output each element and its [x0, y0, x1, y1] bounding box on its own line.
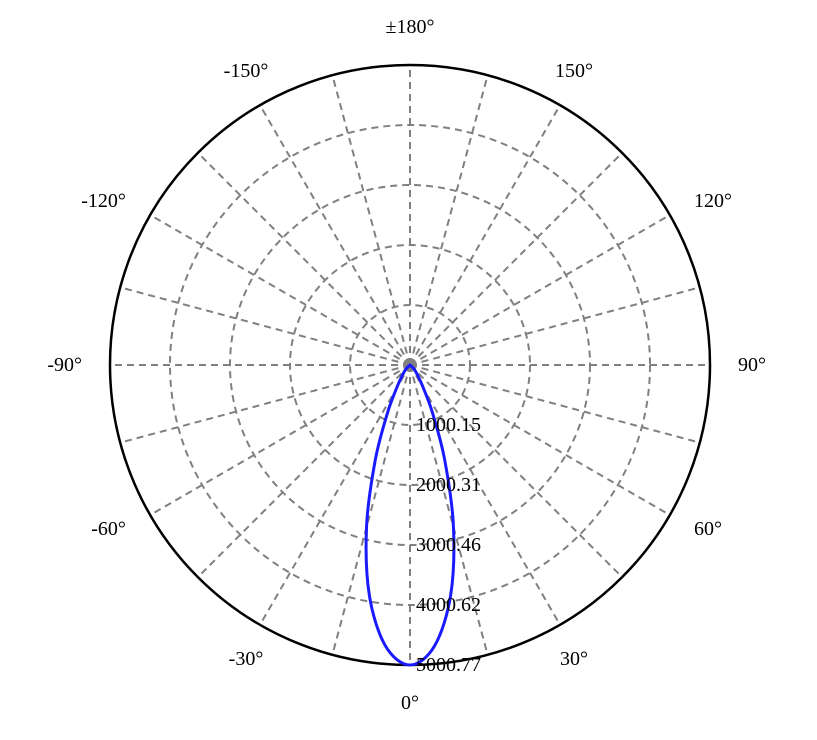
angle-label: 60° [694, 518, 722, 540]
angle-label: 0° [401, 692, 419, 714]
angle-label: 150° [555, 60, 593, 82]
polar-chart: 0° 30° 60° 90° 120° 150° ±180° -150° -120° -90° -6… [0, 0, 817, 740]
angle-label: -120° [81, 190, 126, 212]
radial-tick-label: 1000.15 [416, 414, 481, 436]
angle-label: 90° [738, 354, 766, 376]
radial-tick-label: 2000.31 [416, 474, 481, 496]
angle-label: -90° [47, 354, 82, 376]
angle-label: -30° [229, 648, 264, 670]
angle-label: 120° [694, 190, 732, 212]
angle-label: -60° [91, 518, 126, 540]
radial-tick-label: 5000.77 [416, 654, 481, 676]
angle-label: -150° [224, 60, 269, 82]
radial-tick-label: 4000.62 [416, 594, 481, 616]
polar-svg: 0° 30° 60° 90° 120° 150° ±180° -150° -120° -90° -6… [0, 0, 817, 740]
angle-label: 30° [560, 648, 588, 670]
radial-tick-label: 3000.46 [416, 534, 481, 556]
angle-label: ±180° [386, 16, 435, 38]
